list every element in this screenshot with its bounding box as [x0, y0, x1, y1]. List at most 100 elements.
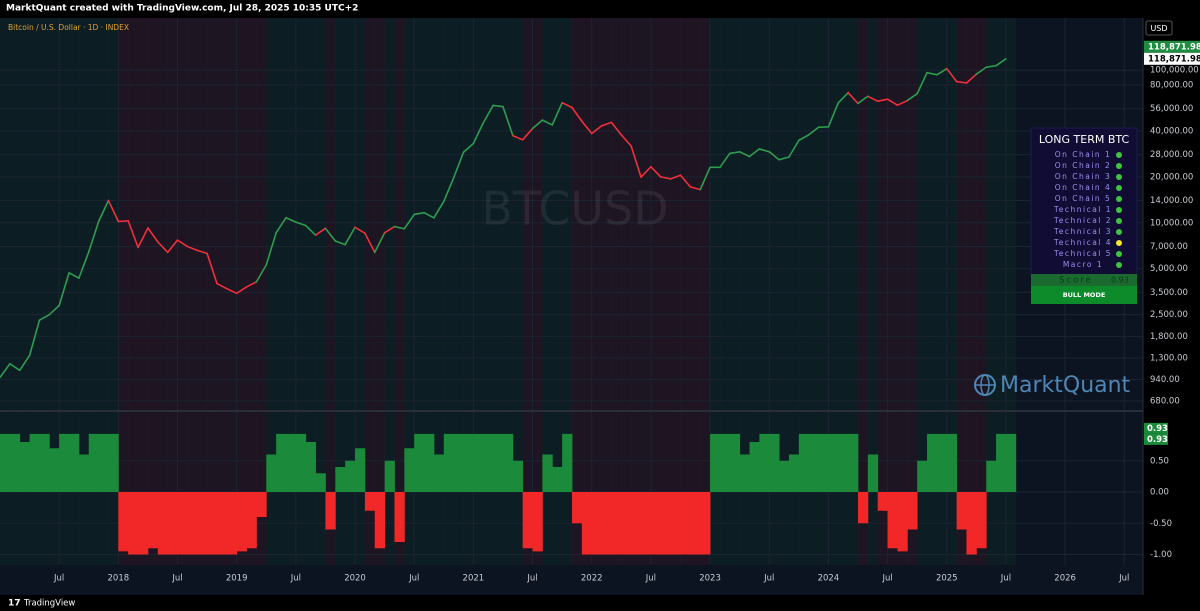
price-segment	[58, 272, 70, 307]
y-tick-label: 680.00	[1150, 396, 1180, 406]
y-tick-label: 1,800.00	[1150, 332, 1188, 342]
regime-band	[808, 18, 820, 565]
y-tick-label: 940.00	[1150, 375, 1180, 385]
score-bar	[917, 460, 928, 492]
regime-band	[927, 18, 938, 565]
price-segment	[245, 281, 258, 288]
x-tick-label: 2019	[226, 574, 248, 584]
score-bar	[976, 492, 987, 549]
regime-band	[828, 18, 839, 565]
score-bar	[226, 492, 238, 555]
x-tick-label: 2023	[699, 574, 721, 584]
regime-band	[572, 18, 583, 565]
y-tick-label: 28,000.00	[1150, 150, 1193, 160]
x-tick-label: Jul	[526, 574, 537, 584]
price-segment	[945, 67, 958, 83]
score-bar	[729, 433, 741, 492]
regime-band	[157, 18, 169, 565]
score-bar	[818, 433, 829, 492]
price-segment	[995, 57, 1007, 67]
regime-band	[276, 18, 287, 565]
x-tick-label: Jul	[1000, 574, 1011, 584]
score-bar	[996, 433, 1007, 492]
footer: TradingView	[23, 599, 75, 609]
x-tick-label: 2026	[1054, 574, 1076, 584]
score-bar	[295, 433, 307, 492]
score-bar	[956, 492, 967, 530]
score-bar	[374, 492, 386, 549]
y-tick-label: 3,500.00	[1150, 288, 1188, 298]
regime-band	[286, 18, 297, 565]
score-bar	[463, 433, 474, 492]
regime-band	[858, 18, 869, 565]
price-segment	[344, 226, 356, 246]
score-bar	[187, 492, 198, 555]
score-bar	[29, 433, 40, 492]
regime-band	[996, 18, 1007, 565]
price-segment	[492, 104, 504, 108]
x-tick-label: Jul	[290, 574, 301, 584]
score-bar	[138, 492, 149, 555]
x-tick-label: 2025	[936, 574, 958, 584]
score-bar	[542, 454, 553, 492]
value-label: 0.93	[1147, 424, 1168, 434]
value-label-box	[1144, 433, 1168, 445]
score-bar	[621, 492, 632, 555]
price-segment	[857, 95, 869, 105]
price-segment	[364, 232, 376, 254]
score-bar	[522, 492, 533, 549]
regime-band	[966, 18, 977, 565]
table-row-name: Technical 3	[1053, 227, 1112, 236]
regime-band	[493, 18, 504, 565]
regime-band	[502, 18, 514, 565]
score-bar	[207, 492, 218, 555]
regime-band	[187, 18, 198, 565]
price-segment	[137, 227, 149, 249]
y-tick-label: 40,000.00	[1150, 126, 1193, 136]
regime-band	[335, 18, 346, 565]
score-bar	[315, 473, 326, 492]
price-segment	[38, 313, 51, 321]
score-bar	[345, 460, 356, 492]
regime-band	[867, 18, 879, 565]
score-bar	[966, 492, 977, 555]
score-bar	[946, 433, 958, 492]
regime-band	[660, 18, 672, 565]
status-dot	[1116, 185, 1122, 191]
score-bar	[128, 492, 139, 555]
regime-band	[78, 18, 90, 565]
regime-band	[729, 18, 741, 565]
score-bar	[384, 460, 395, 492]
score-bar	[453, 433, 464, 492]
price-segment	[452, 151, 465, 179]
regime-band	[976, 18, 987, 565]
score-bar	[473, 433, 484, 492]
price-segment	[403, 213, 416, 230]
price-label: 118,871.98	[1148, 42, 1200, 52]
score-bar	[828, 433, 839, 492]
regime-band	[680, 18, 691, 565]
currency-button[interactable]	[1145, 20, 1173, 36]
score-bar	[443, 433, 455, 492]
table-row-name: Technical 1	[1053, 205, 1112, 214]
price-segment	[551, 101, 563, 126]
regime-band	[433, 18, 445, 565]
status-dot	[1116, 240, 1122, 246]
regime-band	[719, 18, 731, 565]
score-bar	[719, 433, 731, 492]
price-segment	[896, 99, 909, 107]
price-segment	[640, 165, 652, 179]
score-bar	[39, 433, 50, 492]
price-segment	[147, 227, 159, 243]
currency[interactable]: USD	[1150, 24, 1167, 33]
price-segment	[295, 221, 307, 227]
regime-band	[108, 18, 119, 565]
price-segment	[728, 151, 741, 155]
regime-band	[39, 18, 50, 565]
y-tick-label: 7,000.00	[1150, 242, 1188, 252]
y-tick-label: 5,000.00	[1150, 264, 1188, 274]
regime-band	[887, 18, 898, 565]
y-tick-label: 2,500.00	[1150, 310, 1188, 320]
regime-band	[690, 18, 701, 565]
regime-band	[581, 18, 593, 565]
